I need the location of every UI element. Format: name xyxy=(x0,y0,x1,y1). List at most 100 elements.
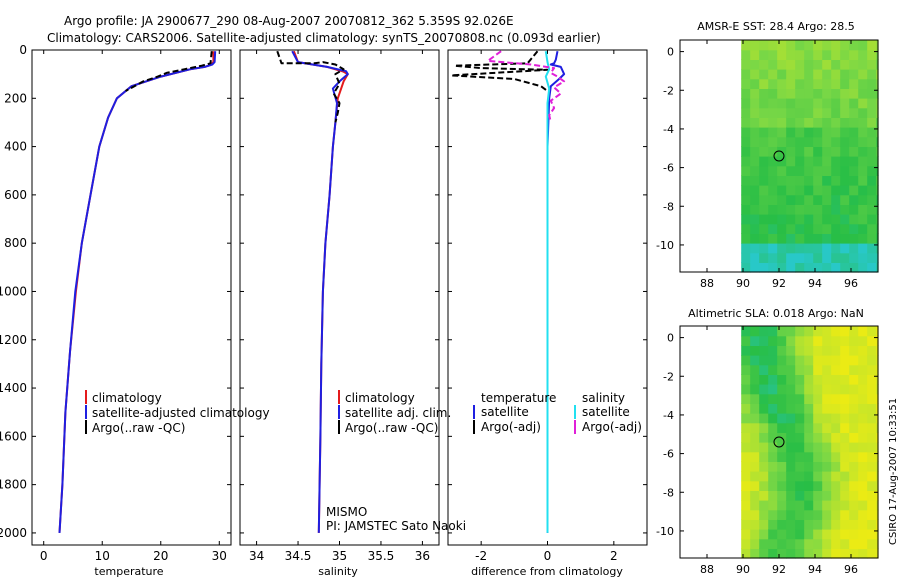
map-cell xyxy=(849,442,859,453)
map-cell xyxy=(858,59,868,70)
map-cell xyxy=(804,413,814,424)
map-cell xyxy=(768,194,778,205)
map-cell xyxy=(750,78,760,89)
map-cell xyxy=(840,78,850,89)
map-cell xyxy=(795,127,805,138)
x-tick-label: 35.5 xyxy=(368,549,395,563)
map-cell xyxy=(777,69,787,80)
map-cell xyxy=(759,127,769,138)
map-cell xyxy=(750,156,760,167)
map-cell xyxy=(759,403,769,414)
map-cell xyxy=(840,59,850,70)
map-cell xyxy=(867,374,877,385)
map-cell xyxy=(759,548,769,559)
map-cell xyxy=(822,233,832,244)
map-cell xyxy=(858,538,868,549)
x-tick-label: 10 xyxy=(95,549,110,563)
map-cell xyxy=(831,185,841,196)
map-cell xyxy=(777,471,787,482)
map-cell xyxy=(768,185,778,196)
map-cell xyxy=(777,500,787,511)
map-cell xyxy=(741,262,751,273)
map-cell xyxy=(795,490,805,501)
map-cell xyxy=(741,243,751,254)
map-cell xyxy=(777,98,787,109)
map-cell xyxy=(750,403,760,414)
map-cell xyxy=(813,127,823,138)
map-cell xyxy=(777,345,787,356)
map-cell xyxy=(786,461,796,472)
map-cell xyxy=(840,98,850,109)
map-cell xyxy=(804,252,814,263)
map-cell xyxy=(786,490,796,501)
map-cell xyxy=(768,384,778,395)
map-cell xyxy=(831,403,841,414)
map-cell xyxy=(813,364,823,375)
map-cell xyxy=(867,88,877,99)
map-cell xyxy=(768,262,778,273)
map-cell xyxy=(768,335,778,346)
map-cell xyxy=(786,243,796,254)
map-cell xyxy=(768,98,778,109)
map-cell xyxy=(867,529,877,540)
map-cell xyxy=(741,185,751,196)
map-cell xyxy=(768,461,778,472)
series-line xyxy=(276,50,345,123)
map-cell xyxy=(813,233,823,244)
map-cell xyxy=(867,78,877,89)
map-cell xyxy=(849,471,859,482)
map-cell xyxy=(786,252,796,263)
map-cell xyxy=(849,393,859,404)
map-cell xyxy=(831,223,841,234)
map-cell xyxy=(840,538,850,549)
map-cell xyxy=(822,345,832,356)
map-cell xyxy=(777,538,787,549)
map-cell xyxy=(813,252,823,263)
map-cell xyxy=(876,262,879,273)
map-cell xyxy=(813,480,823,491)
map-cell xyxy=(777,88,787,99)
map-cell xyxy=(840,107,850,118)
map-cell xyxy=(858,88,868,99)
map-cell xyxy=(804,127,814,138)
map-cell xyxy=(759,107,769,118)
map-cell xyxy=(759,156,769,167)
map-cell xyxy=(804,384,814,395)
map-cell xyxy=(822,175,832,186)
map-cell xyxy=(813,384,823,395)
map-cell xyxy=(849,364,859,375)
map-cell xyxy=(741,548,751,559)
map-cell xyxy=(759,480,769,491)
map-cell xyxy=(768,88,778,99)
map-cell xyxy=(777,49,787,60)
map-cell xyxy=(804,40,814,51)
map-cell xyxy=(768,413,778,424)
map-cell xyxy=(813,529,823,540)
map-cell xyxy=(813,262,823,273)
map-cell xyxy=(840,403,850,414)
map-cell xyxy=(795,538,805,549)
series-line xyxy=(544,51,551,533)
map-cell xyxy=(786,204,796,215)
map-cell xyxy=(804,243,814,254)
map-cell xyxy=(876,194,879,205)
map-cell xyxy=(795,214,805,225)
map-cell xyxy=(822,500,832,511)
map-cell xyxy=(822,451,832,462)
map-cell xyxy=(768,107,778,118)
map-cell xyxy=(741,117,751,128)
map-cell xyxy=(831,98,841,109)
x-tick-label: 36 xyxy=(415,549,430,563)
map-cell xyxy=(840,393,850,404)
map-cell xyxy=(849,413,859,424)
map-cell xyxy=(804,500,814,511)
map-cell xyxy=(777,214,787,225)
map-cell xyxy=(849,345,859,356)
y-tick-label: -4 xyxy=(663,409,674,422)
map-cell xyxy=(876,78,879,89)
map-cell xyxy=(813,393,823,404)
map-cell xyxy=(831,40,841,51)
y-tick-label: 1200 xyxy=(0,333,27,347)
map-cell xyxy=(786,49,796,60)
map-cell xyxy=(804,107,814,118)
